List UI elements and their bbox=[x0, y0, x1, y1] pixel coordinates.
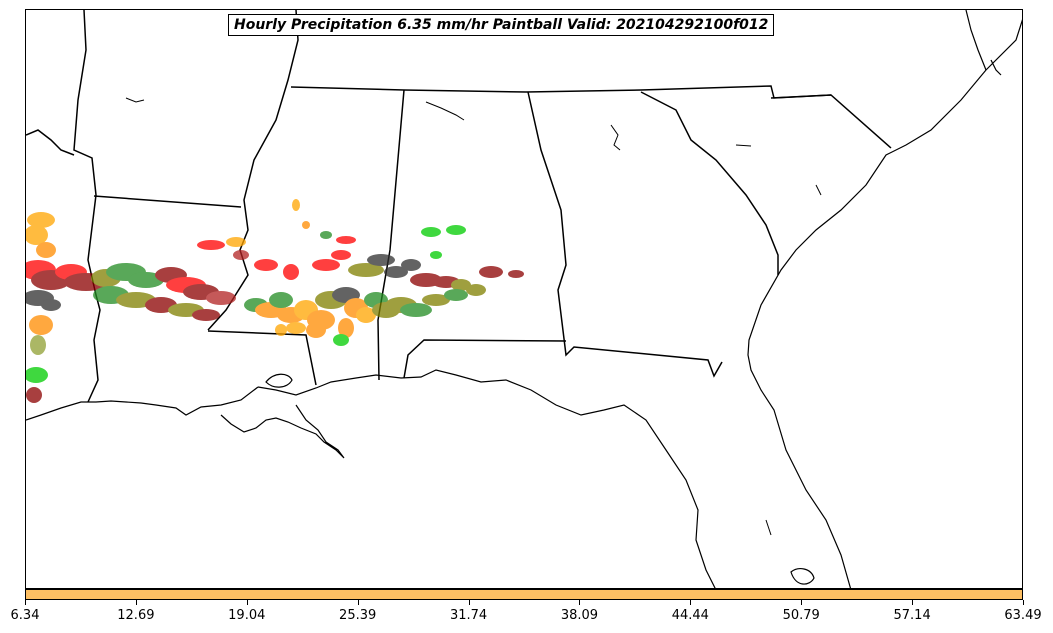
precip-blob bbox=[41, 299, 61, 311]
alabama-georgia-border bbox=[527, 91, 723, 378]
gulf-coast-florida bbox=[400, 369, 716, 588]
colorbar-tick bbox=[357, 600, 359, 605]
gulf-coast-alabama-mississippi bbox=[257, 374, 402, 396]
colorbar-tick-label: 44.44 bbox=[671, 608, 709, 623]
colorbar-tick-label: 25.39 bbox=[339, 608, 377, 623]
mississippi-alabama-border bbox=[377, 89, 405, 381]
alabama-florida-border bbox=[403, 339, 567, 379]
colorbar-tick bbox=[579, 600, 581, 605]
precip-blob bbox=[312, 259, 340, 271]
lake-pontchartrain bbox=[265, 373, 293, 388]
missouri-border bbox=[26, 129, 75, 156]
precip-blob bbox=[26, 367, 48, 383]
precip-blob bbox=[338, 318, 354, 338]
precip-blob bbox=[320, 231, 332, 239]
precip-blob bbox=[206, 291, 236, 305]
precip-blob bbox=[283, 264, 299, 280]
precip-blob bbox=[422, 294, 450, 306]
precip-blob bbox=[192, 309, 220, 321]
precip-blob bbox=[384, 266, 408, 278]
precip-blob bbox=[401, 259, 421, 271]
louisiana-mississippi-border bbox=[207, 330, 317, 386]
precip-blob bbox=[30, 335, 46, 355]
colorbar-tick bbox=[135, 600, 137, 605]
chesapeake-coast bbox=[965, 10, 987, 71]
precip-blob bbox=[302, 221, 310, 229]
mississippi-delta bbox=[220, 404, 345, 459]
precip-blob bbox=[451, 279, 471, 291]
precip-blob bbox=[275, 324, 287, 336]
precip-blob bbox=[446, 225, 466, 235]
precip-blob bbox=[36, 242, 56, 258]
colorbar-tick-label: 12.69 bbox=[117, 608, 155, 623]
tennessee-mississippi-border bbox=[290, 85, 832, 99]
colorbar-tick bbox=[801, 600, 803, 605]
colorbar-tick bbox=[690, 600, 692, 605]
precip-blob bbox=[444, 289, 468, 301]
precip-blob bbox=[29, 315, 53, 335]
precip-blob bbox=[269, 292, 293, 308]
precip-blob bbox=[306, 322, 326, 338]
precip-blob bbox=[479, 266, 503, 278]
colorbar-tick bbox=[912, 600, 914, 605]
colorbar-tick-label: 6.34 bbox=[10, 608, 40, 623]
precip-blob bbox=[292, 199, 300, 211]
precip-blob bbox=[226, 237, 246, 247]
precip-blob bbox=[26, 225, 48, 245]
map-title: Hourly Precipitation 6.35 mm/hr Paintbal… bbox=[228, 14, 775, 36]
precip-blob bbox=[254, 259, 278, 271]
colorbar-tick bbox=[246, 600, 248, 605]
colorbar-tick bbox=[468, 600, 470, 605]
lake-okeechobee bbox=[790, 568, 815, 585]
coastline bbox=[26, 10, 1022, 588]
precipitation-paintball-blobs bbox=[26, 199, 524, 403]
precip-blob bbox=[233, 250, 249, 260]
colorbar-tick-label: 57.14 bbox=[893, 608, 931, 623]
colorbar bbox=[25, 589, 1023, 600]
colorbar-tick-label: 50.79 bbox=[782, 608, 820, 623]
mississippi-west-border bbox=[207, 10, 299, 331]
inland-lakes bbox=[125, 97, 822, 536]
precip-blob bbox=[508, 270, 524, 278]
colorbar-tick bbox=[25, 600, 26, 605]
colorbar-tick-label: 31.74 bbox=[449, 608, 488, 623]
precip-blob bbox=[286, 322, 306, 334]
precip-blob bbox=[421, 227, 441, 237]
precip-blob bbox=[333, 334, 349, 346]
precip-blob bbox=[336, 236, 356, 244]
precip-blob bbox=[27, 212, 55, 228]
north-south-carolina-border bbox=[770, 94, 892, 149]
map-panel bbox=[25, 9, 1023, 589]
precip-blob bbox=[128, 272, 164, 288]
georgia-south-carolina-border bbox=[640, 91, 779, 275]
precip-blob bbox=[367, 254, 395, 266]
mississippi-river-border bbox=[73, 10, 101, 403]
precip-blob bbox=[331, 250, 351, 260]
state-boundaries bbox=[26, 10, 892, 403]
atlantic-coast bbox=[747, 19, 1022, 588]
precip-blob bbox=[348, 263, 384, 277]
cape-hatteras bbox=[990, 59, 1002, 76]
map-canvas bbox=[26, 10, 1022, 588]
precip-blob bbox=[466, 284, 486, 296]
louisiana-coast bbox=[26, 386, 259, 421]
colorbar-tick-label: 19.04 bbox=[228, 608, 266, 623]
precip-blob bbox=[356, 307, 376, 323]
precip-blob bbox=[197, 240, 225, 250]
colorbar-tick-label: 63.49 bbox=[1004, 608, 1042, 623]
colorbar-tick bbox=[1023, 600, 1024, 605]
precip-blob bbox=[400, 303, 432, 317]
colorbar-tick-label: 38.09 bbox=[560, 608, 599, 623]
precip-blob bbox=[430, 251, 442, 259]
arkansas-louisiana-border bbox=[93, 195, 242, 208]
precip-blob bbox=[26, 387, 42, 403]
